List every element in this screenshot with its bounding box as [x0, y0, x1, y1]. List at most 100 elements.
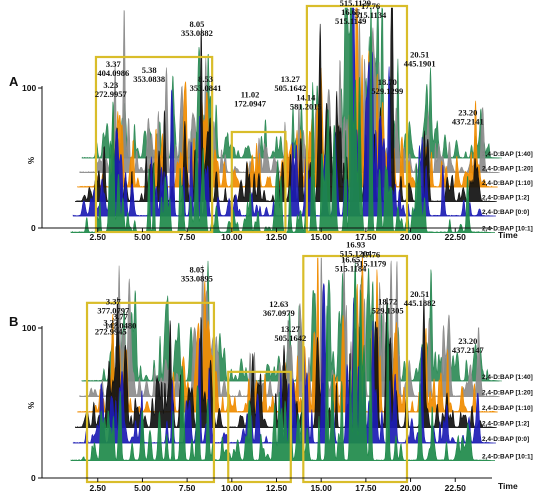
peak-mz: 353.0895: [181, 273, 213, 283]
x-tick-label: 5.00: [134, 483, 151, 493]
y-tick-label: 100: [22, 323, 36, 333]
highlight-box: [305, 4, 409, 234]
peak-rt: 16.93: [346, 240, 365, 250]
peak-mz: 445.1882: [404, 298, 436, 308]
series-label: 2,4-D:BAP [10:1]: [482, 454, 533, 461]
peak-rt: 3.77: [113, 311, 129, 321]
peak-mz: 172.0947: [234, 98, 267, 108]
x-tick-label: 12.50: [266, 483, 288, 493]
peak-mz: 437.2147: [452, 345, 485, 355]
panel-a: 2,4-D:BAP [1:40] 2,4-D:BAP [1:20] 2,4-D:BA…: [9, 0, 533, 242]
peak-mz: 272.9957: [95, 89, 128, 99]
x-tick-label: 5.00: [134, 232, 151, 242]
peak-mz: 505.1642: [274, 333, 306, 343]
peak-rt: 3.23: [103, 318, 118, 328]
peak-rt: 18.72: [378, 297, 397, 307]
peak-annotation: 16.91515.1129: [340, 0, 371, 8]
peak-mz: 515.1184: [335, 263, 367, 273]
y-axis-label: %: [27, 157, 36, 164]
peak-mz: 515.1204: [340, 249, 373, 259]
panel-letter: A: [9, 74, 19, 89]
peak-rt: 3.23: [103, 80, 118, 90]
peak-mz: 529.1305: [372, 306, 404, 316]
peak-rt: 23.20: [458, 336, 477, 346]
y-tick-label: 100: [22, 83, 36, 93]
peak-rt: 12.63: [269, 299, 288, 309]
series-label: 2,4-D:BAP [1:40]: [482, 151, 533, 158]
x-tick-label: 15.00: [311, 483, 333, 493]
peak-mz: 515.1134: [355, 10, 387, 20]
highlight-box: [94, 55, 214, 234]
peak-rt: 3.37: [106, 59, 122, 69]
x-tick-label: 2.50: [89, 483, 106, 493]
x-axis-label: Time: [498, 230, 518, 240]
peak-mz: 437.2141: [452, 117, 484, 127]
peak-mz: 581.2015: [290, 101, 322, 111]
x-tick-label: 7.50: [179, 232, 196, 242]
series-label: 2,4-D:BAP [10:1]: [482, 226, 533, 233]
y-tick-label: 0: [31, 473, 36, 483]
series-label: 2,4-D:BAP [1:20]: [482, 390, 533, 397]
y-axis-label: %: [27, 402, 36, 409]
peak-rt: 20.51: [410, 50, 429, 60]
peak-mz: 445.1901: [404, 59, 436, 69]
peak-rt: 18.70: [378, 77, 397, 87]
peak-mz: 353.0841: [190, 83, 222, 93]
series-label: 2,4-D:BAP [1:40]: [482, 374, 533, 381]
peak-mz: 515.1129: [340, 0, 371, 8]
x-tick-label: 17.50: [355, 483, 377, 493]
peak-mz: 353.0838: [133, 74, 165, 84]
peak-mz: 272.9945: [95, 327, 127, 337]
x-tick-label: 17.50: [355, 232, 377, 242]
peak-mz: 367.0979: [263, 308, 295, 318]
peak-mz: 404.0986: [97, 68, 129, 78]
peak-mz: 505.1642: [274, 83, 306, 93]
series-label: 2,4-D:BAP [1:2]: [482, 421, 529, 428]
peak-rt: 8.05: [190, 264, 205, 274]
x-tick-label: 10.00: [221, 483, 243, 493]
peak-rt: 8.53: [198, 74, 213, 84]
peak-rt: 17.76: [361, 249, 380, 259]
peak-rt: 13.27: [281, 74, 301, 84]
peak-rt: 17.76: [361, 1, 380, 11]
peak-rt: 11.02: [241, 89, 260, 99]
trace-6: [70, 263, 492, 462]
peak-rt: 23.20: [458, 108, 477, 118]
peak-mz: 142.0480: [105, 320, 137, 330]
x-tick-label: 20.00: [400, 483, 422, 493]
x-tick-label: 22.50: [445, 483, 467, 493]
series-label: 2,4-D:BAP [1:2]: [482, 195, 529, 202]
x-axis-label: Time: [498, 481, 518, 491]
x-tick-label: 12.50: [266, 232, 288, 242]
peak-rt: 8.05: [190, 19, 205, 29]
peak-mz: 529.1299: [371, 86, 403, 96]
series-label: 2,4-D:BAP [1:10]: [482, 405, 533, 412]
x-tick-label: 15.00: [311, 232, 333, 242]
x-tick-label: 10.00: [221, 232, 243, 242]
peak-rt: 16.65: [341, 254, 360, 264]
x-tick-label: 2.50: [89, 232, 106, 242]
series-label: 2,4-D:BAP [1:10]: [482, 180, 533, 187]
series-label: 2,4-D:BAP [0:0]: [482, 209, 529, 216]
highlight-box: [302, 254, 409, 484]
